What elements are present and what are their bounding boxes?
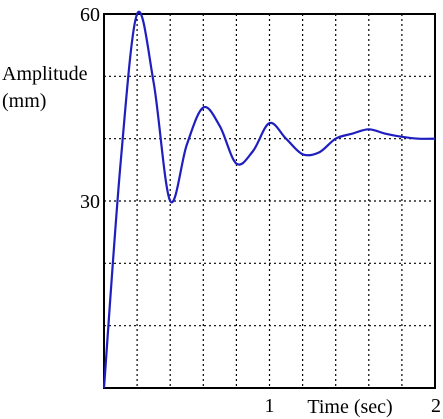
y-axis-label-line-2: (mm) [2,90,46,112]
series-layer [102,10,436,389]
y-axis-label-line-1: Amplitude [2,63,88,85]
y-tick-label: 60 [80,4,100,26]
series-line-0 [102,10,436,389]
y-tick-label: 30 [80,191,100,213]
x-tick-label: 2 [431,395,441,417]
x-axis-label: Time (sec) [307,396,392,418]
tick-labels: 30 60 1 2 [80,4,441,417]
grid-lines [104,14,435,388]
plot-frame [103,13,436,389]
x-tick-label: 1 [265,395,275,417]
